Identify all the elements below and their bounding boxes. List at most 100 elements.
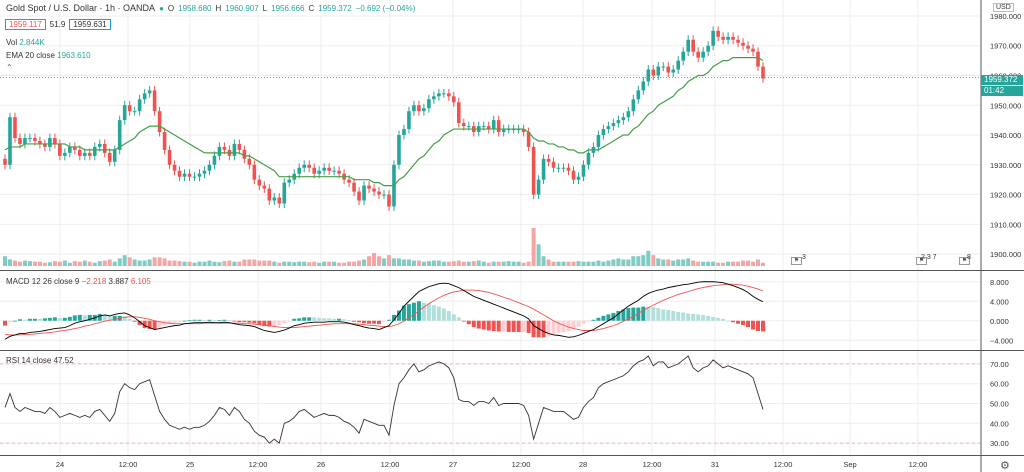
- macd-histogram-bar: [651, 307, 656, 321]
- volume-bar: [367, 256, 372, 266]
- candle-body: [172, 164, 177, 171]
- currency-badge[interactable]: USD: [993, 3, 1014, 12]
- volume-bar: [676, 259, 681, 266]
- candle-body: [167, 149, 172, 165]
- macd-legend[interactable]: MACD 12 26 close 9 −2.218 3.887 6.105: [6, 277, 151, 286]
- volume-legend[interactable]: Vol 2.844K: [6, 38, 45, 47]
- volume-bar: [566, 261, 571, 266]
- volume-value: 2.844K: [19, 38, 45, 47]
- macd-histogram-bar: [337, 318, 342, 321]
- macd-histogram-bar: [556, 320, 561, 333]
- macd-histogram-bar: [541, 320, 546, 338]
- event-flag-icon[interactable]: ⚑: [916, 257, 927, 265]
- candle-body: [97, 143, 102, 147]
- candle-body: [197, 173, 202, 177]
- ema-label: EMA 20 close: [6, 51, 55, 60]
- volume-bar: [531, 228, 536, 266]
- volume-bar: [541, 256, 546, 266]
- volume-bar: [307, 262, 312, 266]
- volume-bar: [511, 261, 516, 266]
- macd-histogram-bar: [481, 320, 486, 330]
- volume-bar: [526, 261, 531, 266]
- ohlc-high: 1960.907: [225, 3, 259, 13]
- candle-body: [636, 90, 641, 100]
- volume-bar: [406, 259, 411, 266]
- candle-body: [452, 96, 456, 103]
- time-axis-label: 12:00: [249, 460, 268, 469]
- macd-histogram-bar: [391, 314, 396, 321]
- collapse-legend-icon[interactable]: ⌃: [6, 63, 13, 72]
- price-tick-label: 1940.000: [990, 131, 1021, 140]
- candle-body: [262, 185, 267, 189]
- last-price-value: 1959.372: [984, 75, 1018, 84]
- macd-histogram-bar: [47, 317, 52, 321]
- volume-bar: [401, 259, 406, 266]
- rsi-tick-label: 30.00: [990, 439, 1009, 448]
- candle-body: [461, 123, 466, 127]
- volume-bar: [322, 261, 327, 266]
- ema-legend[interactable]: EMA 20 close 1963.610: [6, 51, 91, 60]
- rsi-legend[interactable]: RSI 14 close 47.52: [6, 356, 74, 365]
- spread-value: 51.9: [49, 20, 66, 29]
- candle-body: [726, 36, 730, 40]
- macd-histogram-bar: [721, 318, 726, 321]
- macd-histogram-bar: [62, 317, 67, 321]
- candle-body: [656, 66, 661, 76]
- macd-histogram-bar: [217, 320, 222, 322]
- macd-histogram-bar: [661, 309, 666, 321]
- macd-histogram-bar: [287, 320, 292, 322]
- volume-bar: [751, 261, 756, 266]
- candle-body: [33, 138, 37, 141]
- time-axis-label: Sep: [843, 460, 856, 469]
- macd-histogram-bar: [521, 320, 526, 332]
- candle-body: [546, 158, 551, 162]
- macd-histogram-bar: [127, 318, 132, 321]
- macd-histogram-bar: [441, 308, 446, 321]
- macd-histogram-bar: [292, 318, 297, 321]
- candle-body: [332, 170, 336, 172]
- candle-body: [237, 143, 242, 150]
- candle-body: [606, 126, 611, 130]
- macd-histogram-bar: [207, 319, 212, 321]
- candle-body: [112, 149, 117, 162]
- sell-button[interactable]: 1959.117: [5, 19, 46, 30]
- volume-bar: [631, 256, 636, 266]
- candle-body: [122, 105, 127, 121]
- macd-histogram-bar: [741, 320, 746, 326]
- candle-body: [646, 69, 651, 82]
- candle-body: [127, 105, 132, 112]
- countdown-label: 01:42: [981, 86, 1023, 96]
- volume-bar: [337, 262, 342, 266]
- candle-body: [561, 167, 566, 169]
- event-count: 3: [802, 254, 806, 261]
- volume-bar: [252, 259, 257, 266]
- macd-histogram-bar: [142, 320, 147, 329]
- macd-histogram-bar: [172, 320, 177, 323]
- volume-bar: [661, 259, 666, 266]
- volume-bar: [42, 262, 47, 266]
- candle-body: [661, 66, 666, 68]
- ema-line: [4, 57, 764, 187]
- candle-body: [297, 167, 302, 174]
- macd-histogram-bar: [436, 306, 441, 321]
- volume-bar: [372, 252, 377, 266]
- macd-signal-line: [4, 283, 764, 336]
- settings-gear-icon[interactable]: ⚙: [1000, 460, 1010, 472]
- volume-bar: [666, 259, 671, 266]
- macd-histogram-bar: [671, 311, 676, 321]
- volume-bar: [571, 261, 576, 266]
- symbol-title[interactable]: Gold Spot / U.S. Dollar · 1h · OANDA: [6, 3, 156, 13]
- volume-bar: [636, 256, 641, 266]
- macd-histogram-bar: [122, 316, 127, 321]
- event-flag-icon[interactable]: ⚑: [791, 257, 802, 265]
- macd-histogram-bar: [322, 318, 327, 321]
- buy-button[interactable]: 1959.631: [69, 19, 111, 30]
- event-flag-icon[interactable]: ⚑: [959, 257, 970, 265]
- volume-bar: [681, 259, 686, 266]
- volume-bar: [731, 261, 736, 266]
- ohlc-close-label: C: [308, 3, 315, 13]
- macd-histogram-bar: [352, 320, 357, 322]
- candle-body: [736, 39, 740, 43]
- macd-histogram-bar: [57, 317, 62, 321]
